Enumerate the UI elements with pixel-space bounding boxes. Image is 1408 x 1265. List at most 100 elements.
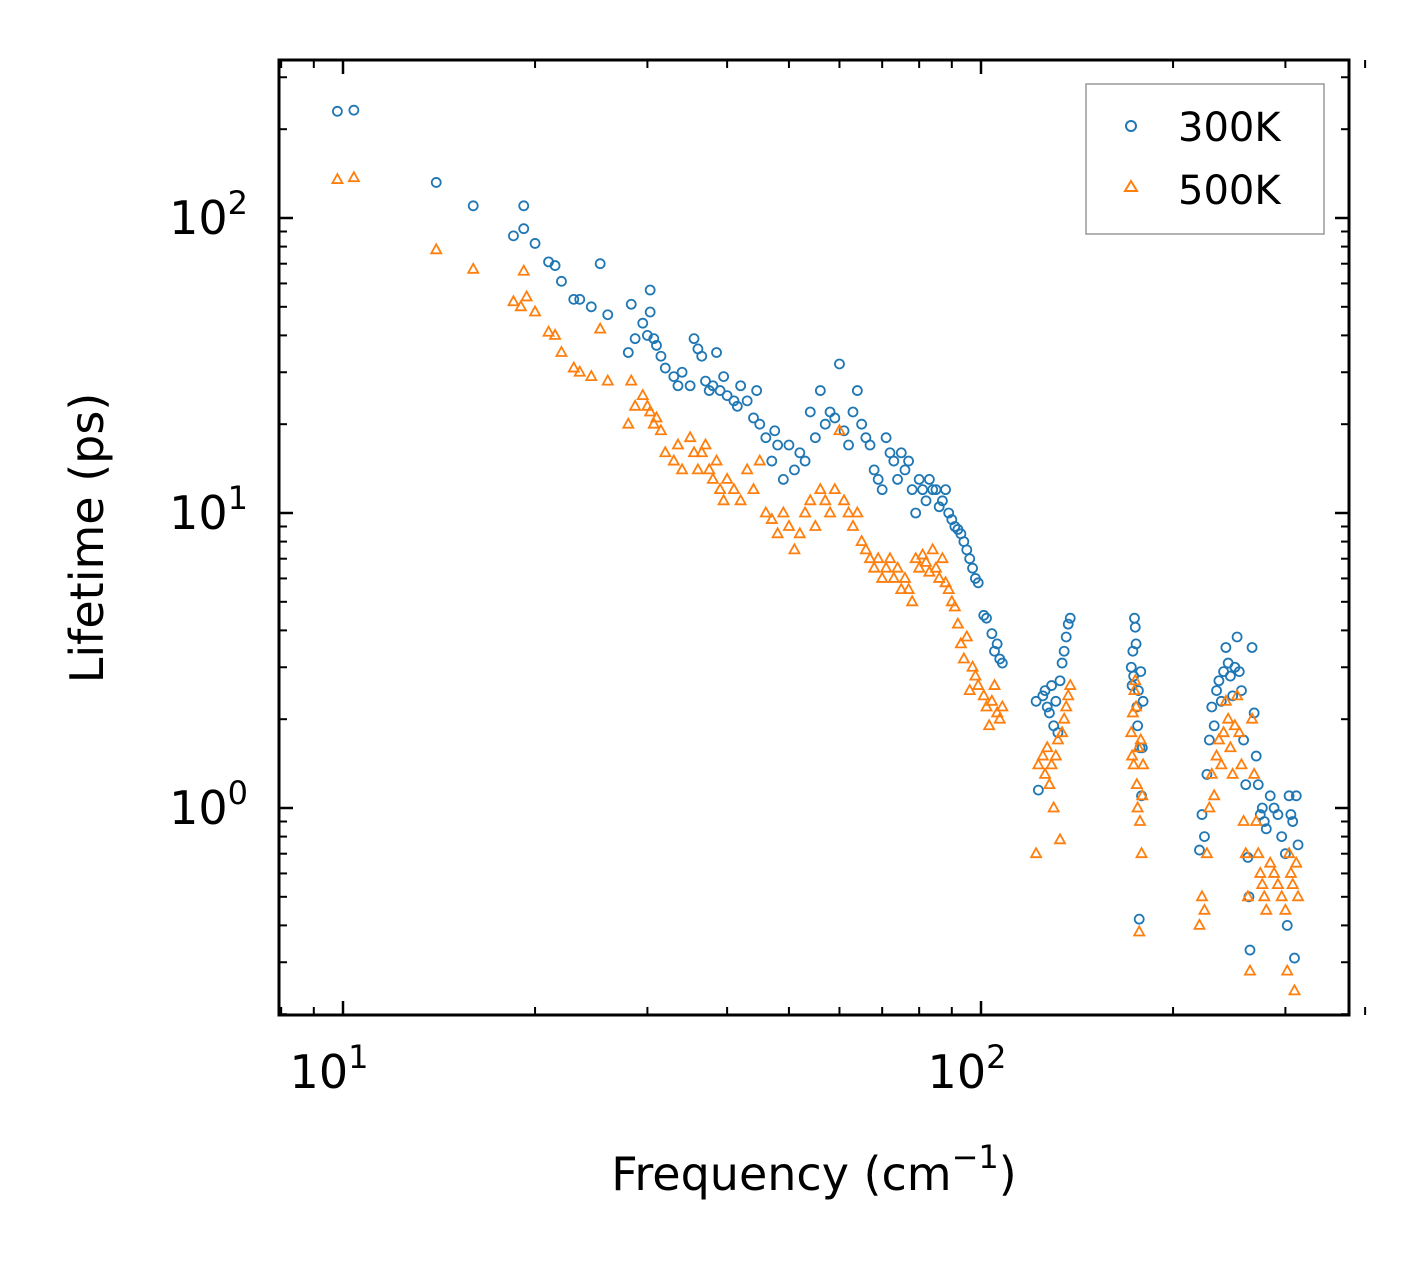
data-point-500k (1228, 718, 1242, 731)
data-point-500k (1234, 757, 1248, 770)
data-point-500k (621, 416, 635, 429)
data-point-300k (1280, 848, 1291, 860)
data-point-300k (602, 309, 614, 321)
data-point-500k (702, 462, 716, 475)
data-point-300k (978, 609, 990, 621)
data-point-300k (1203, 734, 1215, 746)
data-point-500k (1047, 800, 1061, 813)
data-point-300k (748, 412, 759, 424)
data-point-500k (977, 688, 991, 701)
data-point-500k (720, 472, 734, 484)
data-point-300k (1240, 779, 1252, 791)
data-point-500k (932, 571, 946, 583)
data-point-500k (1291, 889, 1305, 902)
data-point-500k (979, 699, 994, 712)
data-point-300k (585, 301, 597, 313)
data-point-500k (517, 263, 531, 276)
data-point-300k (1135, 666, 1147, 677)
data-point-300k (1132, 720, 1144, 732)
data-point-300k (642, 329, 653, 341)
data-point-300k (819, 418, 831, 430)
data-point-500k (658, 445, 672, 458)
data-point-300k (949, 521, 961, 532)
data-point-500k (548, 328, 562, 340)
data-point-500k (593, 321, 607, 334)
data-point-500k (916, 547, 930, 560)
data-point-500k (957, 651, 971, 664)
data-point-500k (935, 551, 949, 564)
x-tick-label: 102 (928, 1038, 1007, 1099)
data-point-500k (1251, 846, 1265, 859)
data-point-300k (1056, 657, 1068, 669)
data-point-300k (783, 439, 795, 451)
data-point-500k (624, 373, 638, 386)
data-point-500k (951, 616, 965, 629)
data-point-500k (939, 575, 953, 588)
data-point-300k (655, 350, 667, 362)
data-point-500k (706, 472, 720, 484)
data-point-300k (1246, 642, 1258, 653)
legend-marker-500k (1123, 179, 1139, 192)
data-point-500k (912, 560, 926, 573)
data-point-500k (1239, 846, 1253, 859)
data-point-500k (1135, 846, 1149, 859)
data-point-500k (960, 629, 974, 642)
data-point-500k (1036, 748, 1050, 761)
x-axis-title-sup: −1 (952, 1138, 999, 1176)
data-point-500k (573, 364, 587, 377)
data-point-500k (709, 453, 724, 466)
data-point-300k (629, 333, 641, 345)
data-point-500k (846, 519, 860, 531)
data-point-500k (1257, 889, 1271, 902)
data-point-300k (847, 406, 859, 418)
data-point-500k (734, 493, 748, 506)
data-point-500k (647, 416, 661, 429)
data-point-500k (871, 551, 885, 564)
data-point-500k (1210, 748, 1224, 761)
data-point-500k (1125, 748, 1139, 761)
data-point-300k (913, 473, 925, 485)
y-tick-label-base: 10 (169, 191, 228, 245)
data-point-500k (746, 482, 761, 495)
data-point-300k (1231, 631, 1243, 643)
data-point-500k (1207, 788, 1221, 801)
data-point-500k (1243, 963, 1257, 976)
data-point-300k (1129, 621, 1141, 633)
data-point-500k (776, 505, 790, 518)
data-point-300k (1290, 790, 1302, 802)
data-point-500k (1212, 732, 1226, 745)
data-point-500k (695, 445, 709, 458)
data-point-300k (920, 495, 932, 507)
data-point-500k (1126, 705, 1140, 718)
data-point-300k (829, 412, 841, 424)
data-point-500k (713, 482, 727, 495)
data-point-300k (933, 501, 945, 513)
y-tick-label: 102 (169, 184, 248, 245)
data-point-300k (721, 390, 733, 402)
data-point-500k (1219, 693, 1233, 706)
data-point-300k (568, 293, 580, 305)
data-point-500k (1133, 814, 1147, 826)
data-point-300k (1206, 701, 1218, 713)
data-point-500k (649, 410, 664, 423)
data-point-500k (982, 718, 996, 731)
data-point-500k (987, 678, 1002, 690)
data-point-500k (823, 505, 837, 518)
data-point-500k (601, 373, 615, 386)
data-point-300k (430, 177, 442, 188)
data-point-500k (990, 705, 1004, 718)
data-point-500k (330, 172, 344, 184)
data-point-500k (1061, 688, 1075, 701)
data-point-300k (696, 350, 708, 362)
y-tick-label-exp: 2 (228, 184, 248, 222)
data-point-300k (937, 495, 948, 507)
data-point-300k (1220, 642, 1232, 653)
data-point-300k (1130, 638, 1142, 650)
data-point-300k (1039, 685, 1051, 697)
data-point-500k (1136, 757, 1150, 770)
data-point-300k (467, 200, 479, 212)
data-point-500k (771, 526, 785, 539)
data-point-500k (1051, 732, 1065, 745)
